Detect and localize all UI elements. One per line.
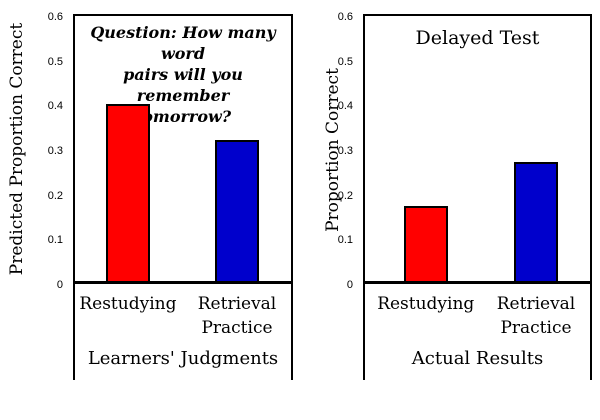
bars-container: [75, 16, 291, 281]
y-tick-label: 0: [56, 279, 63, 291]
y-tick-label: 0.5: [47, 56, 63, 68]
y-tick-label: 0.6: [337, 11, 353, 23]
y-tick-label: 0.2: [337, 190, 353, 202]
bar-restudying: [105, 104, 150, 281]
panel-title-line: Question: How many word: [90, 23, 276, 63]
panel-title-delayed-test: Delayed Test: [365, 26, 590, 50]
bars-container: [365, 16, 590, 281]
x-axis-title: Actual Results: [411, 348, 544, 369]
plot-area: Question: How many word pairs will you re…: [73, 14, 293, 284]
y-tick-label: 0.4: [337, 100, 353, 112]
panel-title-line: Delayed Test: [415, 27, 540, 49]
x-axis-area: Restudying Retrieval Practice Actual Resu…: [363, 284, 592, 380]
x-axis-title: Learners' Judgments: [87, 348, 279, 369]
category-label-retrieval-practice: Retrieval Practice: [197, 294, 277, 338]
y-tick-label: 0.2: [47, 190, 63, 202]
y-tick-label: 0.6: [47, 11, 63, 23]
y-tick-label: 0: [346, 279, 353, 291]
panel-title-line: tomorrow?: [134, 107, 232, 126]
bar-retrieval-practice: [514, 162, 558, 281]
y-tick-label: 0.3: [337, 145, 353, 157]
panel-title-line: pairs will you remember: [123, 65, 243, 105]
y-tick-label: 0.4: [47, 100, 63, 112]
category-label-retrieval-practice: Retrieval Practice: [496, 294, 576, 338]
y-tick-label: 0.3: [47, 145, 63, 157]
bar-restudying: [403, 206, 448, 281]
category-label-restudying: Restudying: [79, 294, 177, 314]
panel-title-question: Question: How many word pairs will you re…: [75, 22, 291, 127]
y-tick-label: 0.1: [47, 234, 63, 246]
plot-area: Delayed Test: [363, 14, 592, 284]
y-tick-label: 0.1: [337, 234, 353, 246]
category-label-restudying: Restudying: [377, 294, 475, 314]
x-axis-area: Restudying Retrieval Practice Learners' J…: [73, 284, 293, 380]
y-tick-label: 0.5: [337, 56, 353, 68]
bar-retrieval-practice: [215, 140, 259, 281]
